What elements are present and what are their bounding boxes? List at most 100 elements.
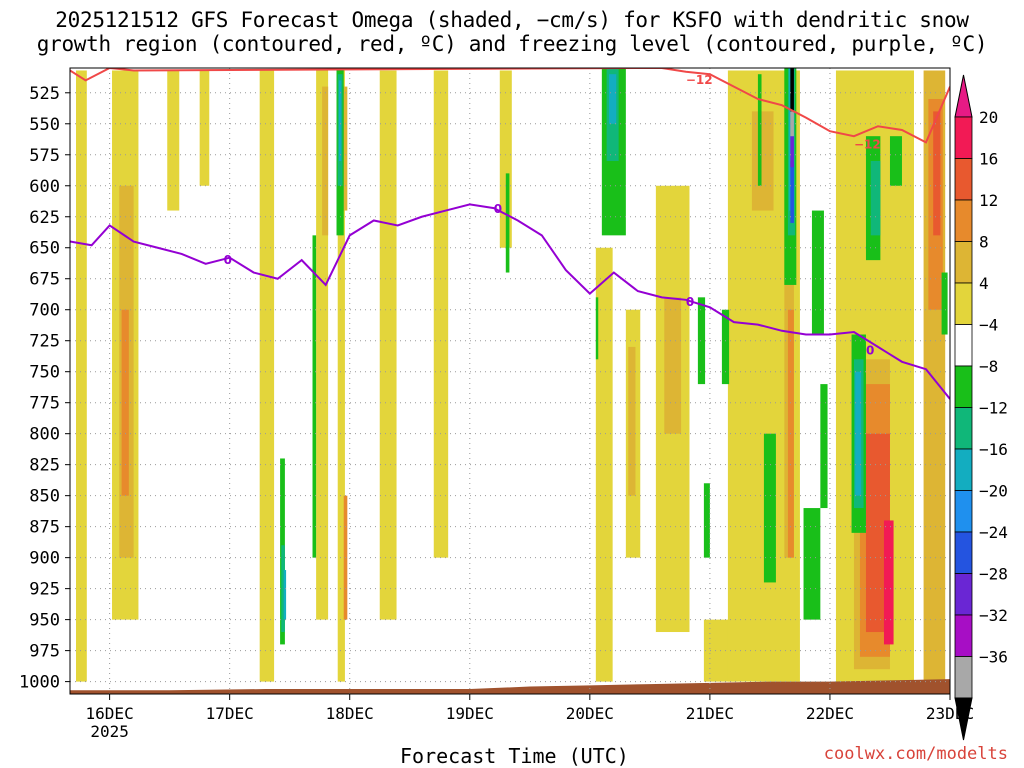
y-tick-label-900: 900 — [29, 549, 60, 569]
omega-cell-35 — [283, 570, 287, 620]
colorbar-bin-8 — [954, 448, 973, 491]
colorbar-bin-5 — [954, 324, 973, 367]
y-tick-label-925: 925 — [29, 580, 60, 600]
y-tick-label-975: 975 — [29, 642, 60, 662]
dendritic-minus12-line — [70, 68, 950, 144]
omega-cell-53 — [790, 160, 794, 223]
x-tick-label-21DEC: 21DEC — [686, 704, 734, 723]
chart-title-line-2: growth region (contoured, red, ºC) and f… — [36, 32, 988, 56]
colorbar-label-0: 20 — [979, 108, 998, 127]
colorbar-bin-12 — [954, 614, 973, 657]
plot-area: −12 −12 0 0 0 0 — [70, 68, 950, 694]
omega-cell-15 — [595, 247, 613, 682]
colorbar-bin-6 — [954, 365, 973, 408]
omega-cell-9 — [337, 70, 345, 682]
omega-cell-44 — [609, 74, 617, 124]
omega-cell-64 — [870, 160, 881, 236]
omega-cell-65 — [889, 136, 902, 186]
colorbar-bin-13 — [954, 656, 973, 699]
omega-cell-22 — [751, 111, 774, 211]
omega-cell-39 — [338, 80, 342, 161]
x-tick-label-20DEC: 20DEC — [566, 704, 614, 723]
omega-cell-47 — [703, 483, 710, 558]
omega-cell-36 — [312, 235, 317, 558]
colorbar-bottom-arrow — [954, 697, 973, 741]
terrain-area — [70, 679, 950, 694]
x-tick-label-17DEC: 17DEC — [206, 704, 254, 723]
colorbar-label-1: 16 — [979, 150, 998, 169]
omega-cell-55 — [790, 111, 794, 137]
omega-cell-46 — [721, 309, 730, 385]
omega-cell-12 — [379, 70, 397, 620]
omega-cell-32 — [933, 111, 941, 236]
freezing-label-1: 0 — [494, 202, 502, 216]
omega-cell-49 — [763, 433, 776, 583]
freezing-label-2: 0 — [686, 295, 694, 309]
colorbar-label-12: −32 — [979, 606, 1008, 625]
omega-cell-8 — [322, 86, 329, 236]
x-tick-year-label: 2025 — [90, 722, 129, 741]
colorbar-label-3: 8 — [979, 233, 989, 252]
y-tick-label-600: 600 — [29, 177, 60, 197]
x-tick-label-22DEC: 22DEC — [806, 704, 854, 723]
omega-cell-34 — [281, 545, 285, 633]
colorbar-label-6: −8 — [979, 357, 998, 376]
y-tick-label-750: 750 — [29, 363, 60, 383]
omega-cell-62 — [855, 371, 862, 496]
colorbar-bin-7 — [954, 407, 973, 450]
colorbar-label-11: −28 — [979, 565, 1008, 584]
y-tick-label-550: 550 — [29, 115, 60, 135]
colorbar-label-7: −12 — [979, 399, 1008, 418]
colorbar-bin-4 — [954, 282, 973, 325]
y-tick-label-575: 575 — [29, 146, 60, 166]
y-tick-label-675: 675 — [29, 270, 60, 290]
omega-cell-17 — [628, 346, 636, 496]
colorbar-bin-9 — [954, 490, 973, 533]
colorbar-top-arrow — [954, 74, 973, 118]
omega-cell-5 — [199, 70, 210, 186]
omega-cell-10 — [341, 86, 348, 211]
y-tick-label-875: 875 — [29, 518, 60, 538]
x-tick-label-16DEC: 16DEC — [86, 704, 134, 723]
omega-cell-19 — [664, 297, 682, 434]
y-tick-label-650: 650 — [29, 239, 60, 259]
colorbar-bin-11 — [954, 573, 973, 616]
colorbar-bin-1 — [954, 158, 973, 201]
omega-cell-41 — [595, 297, 599, 360]
y-tick-label-850: 850 — [29, 487, 60, 507]
y-tick-label-825: 825 — [29, 456, 60, 476]
chart-title-line-1: 2025121512 GFS Forecast Omega (shaded, −… — [55, 8, 969, 32]
omega-cell-59 — [820, 384, 828, 509]
omega-cell-56 — [790, 68, 794, 112]
y-tick-label-950: 950 — [29, 611, 60, 631]
y-tick-label-700: 700 — [29, 301, 60, 321]
credit-link[interactable]: coolwx.com/modelts — [823, 744, 1008, 764]
omega-cell-57 — [803, 508, 821, 620]
freezing-level-line — [70, 203, 950, 400]
colorbar-label-10: −24 — [979, 523, 1008, 542]
omega-cell-54 — [790, 136, 794, 168]
x-tick-label-19DEC: 19DEC — [446, 704, 494, 723]
colorbar-label-2: 12 — [979, 191, 998, 210]
colorbar-bin-2 — [954, 199, 973, 242]
omega-cell-45 — [697, 297, 706, 385]
omega-cell-66 — [941, 272, 948, 335]
plot-frame — [69, 67, 951, 695]
colorbar-label-9: −20 — [979, 482, 1008, 501]
colorbar-bin-10 — [954, 531, 973, 574]
omega-cell-4 — [167, 70, 180, 211]
y-tick-label-1000: 1000 — [19, 673, 60, 693]
y-tick-label-725: 725 — [29, 332, 60, 352]
omega-cell-29 — [883, 520, 894, 645]
x-tick-label-18DEC: 18DEC — [326, 704, 374, 723]
omega-cell-0 — [76, 70, 87, 682]
omega-cell-6 — [259, 70, 275, 682]
omega-cell-48 — [757, 74, 762, 186]
y-tick-label-525: 525 — [29, 84, 60, 104]
colorbar-bin-0 — [954, 116, 973, 159]
y-tick-label-625: 625 — [29, 208, 60, 228]
omega-cell-40 — [505, 173, 510, 273]
colorbar-label-4: 4 — [979, 274, 989, 293]
freezing-label-3: 0 — [866, 343, 874, 357]
